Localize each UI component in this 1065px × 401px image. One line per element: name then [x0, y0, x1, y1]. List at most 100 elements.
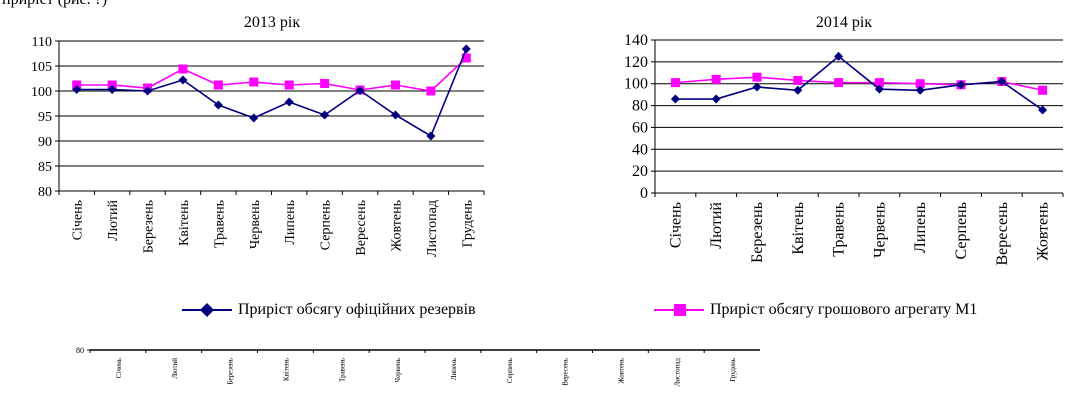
x-tick-label: Липень — [912, 202, 929, 253]
x-tick-label: Жовтень — [1035, 202, 1052, 261]
x-tick-label: Вересень — [994, 202, 1011, 266]
y-tick-label: 90 — [38, 135, 52, 150]
x-tick-label: Березень — [749, 202, 766, 263]
chart-2013-x-ticks: Січень Лютий Березень Квітень Травень Червень… — [71, 199, 476, 256]
chart-2013-series — [72, 44, 471, 141]
point-reserves — [834, 51, 844, 61]
chart-ghost-y-ticks: 80 — [76, 346, 760, 355]
x-tick-label: Травень — [831, 202, 848, 257]
point-m1 — [320, 79, 330, 88]
legend-reserves-label: Приріст обсягу офіційних резервів — [238, 301, 476, 318]
chart-2014-x-ticks: Січень Лютий Березень Квітень Травень Червень… — [667, 202, 1051, 266]
x-tick-label: Березень — [142, 200, 157, 253]
legend-reserves-marker-icon — [182, 303, 232, 317]
y-tick-label: 60 — [632, 119, 648, 136]
point-m1 — [426, 86, 436, 96]
y-tick-label: 95 — [38, 110, 52, 125]
header-fragment: приріст (рис. ?) — [2, 0, 107, 9]
point-reserves — [390, 110, 400, 120]
point-reserves — [752, 82, 762, 92]
y-tick-label: 40 — [632, 141, 648, 158]
ghost-x-tick-label: Жовтень — [617, 358, 625, 384]
point-reserves — [320, 110, 330, 120]
chart-ghost-x-ticks: Січень Лютий Березень Квітень Травень Червень… — [89, 350, 737, 387]
point-m1 — [834, 78, 844, 88]
legend-reserves: Приріст обсягу офіційних резервів — [182, 301, 476, 319]
y-tick-label: 20 — [632, 163, 648, 180]
chart-2014-series — [670, 51, 1048, 115]
y-tick-label: 80 — [38, 185, 52, 200]
x-tick-label: Червень — [871, 202, 888, 258]
y-tick-label: 105 — [31, 60, 52, 75]
point-reserves — [178, 75, 188, 85]
x-tick-label: Серпень — [953, 202, 970, 260]
chart-2014: 2014 рік 0 20 40 60 80 100 120 140 Січень Лютий Б… — [624, 14, 1064, 266]
point-reserves — [915, 85, 925, 95]
point-reserves — [1038, 105, 1048, 115]
point-reserves — [107, 85, 117, 94]
y-tick-label: 120 — [624, 54, 648, 71]
x-tick-label: Лютий — [106, 199, 121, 240]
chart-ghost-axis: 80 Січень Лютий Березень Квітень Травень Черв… — [76, 346, 760, 386]
x-tick-label: Вересень — [354, 200, 369, 256]
point-m1 — [284, 80, 294, 90]
point-reserves — [711, 94, 721, 104]
point-m1 — [874, 78, 884, 88]
point-reserves — [249, 113, 259, 123]
ghost-x-tick-label: Вересень — [562, 358, 570, 386]
ghost-x-tick-label: Січень — [115, 358, 123, 378]
point-m1 — [1038, 85, 1048, 95]
chart-2013-y-ticks: 80 85 90 95 100 105 110 — [31, 35, 52, 200]
point-m1 — [213, 80, 223, 90]
point-m1 — [915, 79, 925, 89]
legend-m1: Приріст обсягу грошового агрегату М1 — [654, 301, 977, 319]
ghost-x-tick-label: Червень — [394, 358, 402, 382]
chart-2013: 2013 рік 80 85 90 95 100 105 110 Січень Лютий Бе… — [31, 14, 485, 257]
series-line-reserves — [675, 55, 1044, 111]
y-tick-label: 100 — [31, 85, 52, 100]
point-reserves — [670, 94, 680, 104]
ghost-x-tick-label: Березень — [227, 358, 235, 385]
point-m1 — [390, 80, 400, 90]
point-reserves — [426, 131, 436, 141]
y-tick-label: 110 — [32, 35, 52, 50]
legend-m1-marker-icon — [654, 304, 704, 316]
x-tick-label: Грудень — [460, 200, 475, 247]
x-tick-label: Січень — [667, 202, 684, 248]
point-m1 — [461, 53, 471, 63]
series-line-reserves — [76, 48, 468, 138]
point-reserves — [143, 86, 153, 96]
point-reserves — [997, 77, 1007, 87]
chart-2014-title: 2014 рік — [816, 14, 872, 31]
chart-2014-gridlines — [651, 39, 1064, 197]
point-m1 — [670, 78, 680, 88]
point-m1 — [249, 77, 259, 87]
ghost-x-tick-label: Грудень — [729, 358, 737, 382]
chart-2013-gridlines — [55, 40, 485, 195]
y-tick-label: 140 — [624, 32, 648, 49]
point-m1 — [711, 74, 721, 84]
point-reserves — [284, 97, 294, 107]
x-tick-label: Травень — [212, 200, 227, 248]
y-tick-label: 80 — [632, 98, 648, 115]
point-reserves — [956, 80, 966, 90]
x-tick-label: Січень — [71, 200, 86, 240]
point-m1 — [793, 75, 803, 85]
point-reserves — [874, 84, 884, 94]
y-tick-label: 0 — [640, 185, 648, 202]
point-reserves — [355, 86, 365, 95]
legend-m1-label: Приріст обсягу грошового агрегату М1 — [710, 301, 978, 318]
ghost-x-tick-label: Липень — [450, 358, 458, 380]
x-tick-label: Червень — [248, 200, 263, 249]
ghost-x-tick-label: Серпень — [506, 358, 514, 383]
point-reserves — [793, 85, 803, 95]
ghost-x-tick-label: Квітень — [282, 358, 290, 381]
x-tick-label: Листопад — [425, 200, 440, 257]
ghost-x-tick-label: Листопад — [673, 358, 681, 387]
chart-2014-y-ticks: 0 20 40 60 80 100 120 140 — [624, 32, 648, 202]
ghost-x-tick-label: Травень — [338, 358, 346, 382]
ghost-x-tick-label: Лютий — [171, 358, 179, 379]
point-reserves — [461, 44, 471, 54]
point-m1 — [752, 72, 762, 82]
